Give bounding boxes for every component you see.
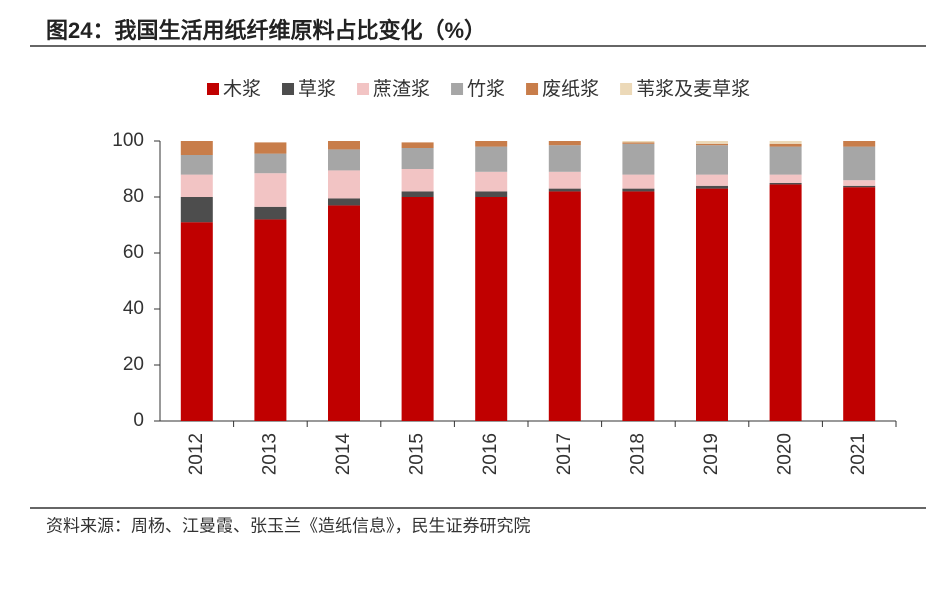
bar-segment [180,222,213,421]
bar-segment [401,169,434,192]
y-tick-label: 40 [123,298,144,319]
bar-segment [696,174,728,186]
x-tick-label: 2019 [701,433,722,475]
legend-label: 蔗渣浆 [373,78,430,100]
y-tick-label: 60 [123,242,144,263]
bar-segment [475,197,508,421]
legend-label: 废纸浆 [542,78,599,100]
bar-segment [180,141,213,155]
bar-segment [622,191,655,421]
bar-segment [475,146,508,172]
chart-title: 图24：我国生活用纸纤维原料占比变化（%） [46,18,486,43]
bar-segment [843,187,876,421]
bar-segment [254,153,287,174]
bar-segment [548,145,581,172]
x-tick-label: 2012 [186,433,207,475]
bar-segment [401,148,434,169]
x-tick-label: 2013 [259,433,280,475]
y-tick-label: 0 [133,410,144,431]
bar-segment [548,171,581,189]
x-tick-label: 2018 [627,433,648,475]
bar-segment [622,142,655,144]
legend-label: 木浆 [223,78,261,100]
y-tick-label: 80 [123,186,144,207]
bar-segment [548,141,581,146]
bar-segment [401,142,434,148]
bar-segment [843,146,876,181]
legend-swatch [357,83,370,95]
legend-label: 苇浆及麦草浆 [636,78,750,100]
bar-segment [180,155,213,175]
x-tick-label: 2020 [775,433,796,475]
bar-segment [548,188,581,192]
source-note: 资料来源：周杨、江曼霞、张玉兰《造纸信息》，民生证券研究院 [46,516,531,535]
bar-segment [328,141,360,150]
bar-segment [180,197,213,223]
x-tick-label: 2014 [333,433,354,476]
x-tick-label: 2016 [480,433,501,475]
bar-segment [548,191,581,421]
bar-segment [622,174,655,189]
bar-segment [254,142,287,154]
bar-segment [769,174,802,183]
bar-segment [475,191,508,197]
bar-segment [843,185,876,188]
bar-segment [696,185,728,189]
bar-segment [254,219,287,421]
y-tick-label: 20 [123,354,144,375]
bar-segment [843,180,876,186]
bar-segment [622,143,655,175]
bar-segment [401,191,434,197]
y-tick-label: 100 [112,130,144,151]
legend-swatch [526,83,539,95]
bar-segment [696,141,728,144]
bar-segment [328,198,360,206]
bar-segment [696,143,728,146]
bar-segment [769,184,802,421]
bar-segment [622,188,655,192]
bar-segment [475,141,508,147]
x-tick-label: 2015 [407,433,428,475]
bar-segment [328,205,360,421]
bar-segment [696,145,728,175]
bar-segment [769,146,802,175]
bar-segment [622,141,655,143]
legend-swatch [620,83,633,95]
bar-segment [475,171,508,192]
bar-segment [769,183,802,185]
bar-segment [769,141,802,144]
bar-segment [328,149,360,171]
bar-segment [843,141,876,147]
bar-segment [254,173,287,207]
legend-label: 草浆 [298,78,336,100]
legend-label: 竹浆 [467,78,505,100]
legend-swatch [282,83,295,95]
x-tick-label: 2021 [848,433,869,475]
bar-segment [180,174,213,197]
legend-swatch [207,83,219,95]
x-tick-label: 2017 [554,433,575,475]
bar-segment [328,170,360,199]
bar-segment [401,197,434,421]
bar-segment [696,188,728,421]
bar-segment [254,206,287,220]
bar-segment [769,143,802,147]
legend-swatch [451,83,464,95]
